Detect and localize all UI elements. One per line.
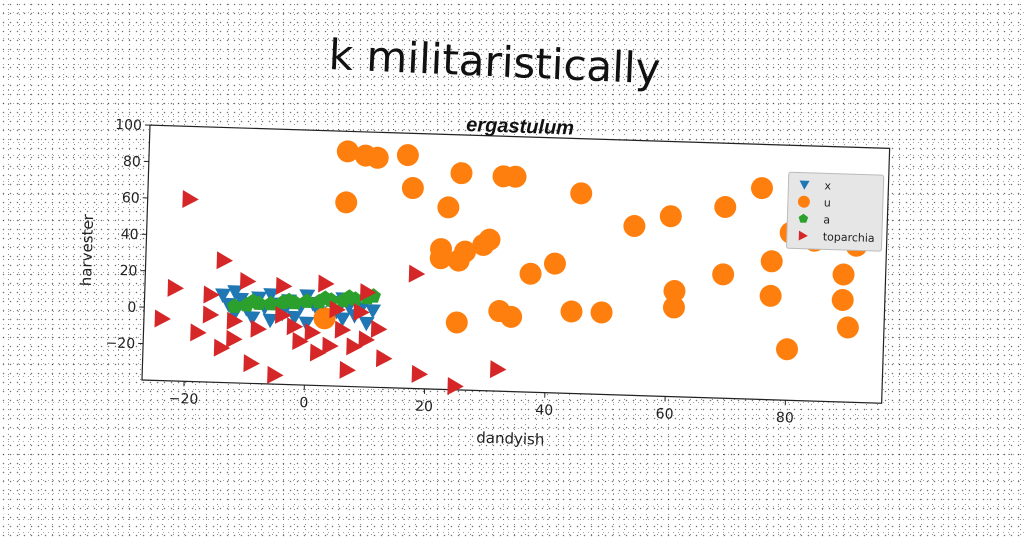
y-tick-label--20: −20 xyxy=(105,335,135,352)
chart-title: ergastulum xyxy=(466,114,574,139)
legend-label-x: x xyxy=(824,179,831,192)
y-axis-label: harvester xyxy=(77,213,97,286)
legend-label-toparchia: toparchia xyxy=(823,230,875,245)
x-tick-label--20: −20 xyxy=(168,391,198,408)
x-tick-label-80: 80 xyxy=(776,410,794,427)
y-tick-label-20: 20 xyxy=(119,263,137,280)
legend-label-u: u xyxy=(824,196,831,209)
x-axis-label: dandyish xyxy=(476,429,545,449)
y-tick-label-40: 40 xyxy=(120,227,138,244)
y-tick-label-80: 80 xyxy=(123,154,141,171)
y-tick-label-60: 60 xyxy=(122,190,140,207)
legend-label-a: a xyxy=(823,213,830,226)
x-tick-label-20: 20 xyxy=(415,399,433,416)
x-tick-label-60: 60 xyxy=(655,406,673,423)
x-tick-label-40: 40 xyxy=(535,402,553,419)
y-tick-label-100: 100 xyxy=(115,117,142,134)
legend: xua toparchia xyxy=(786,172,883,251)
x-tick-label-0: 0 xyxy=(299,395,308,411)
y-tick-label-0: 0 xyxy=(127,300,136,316)
